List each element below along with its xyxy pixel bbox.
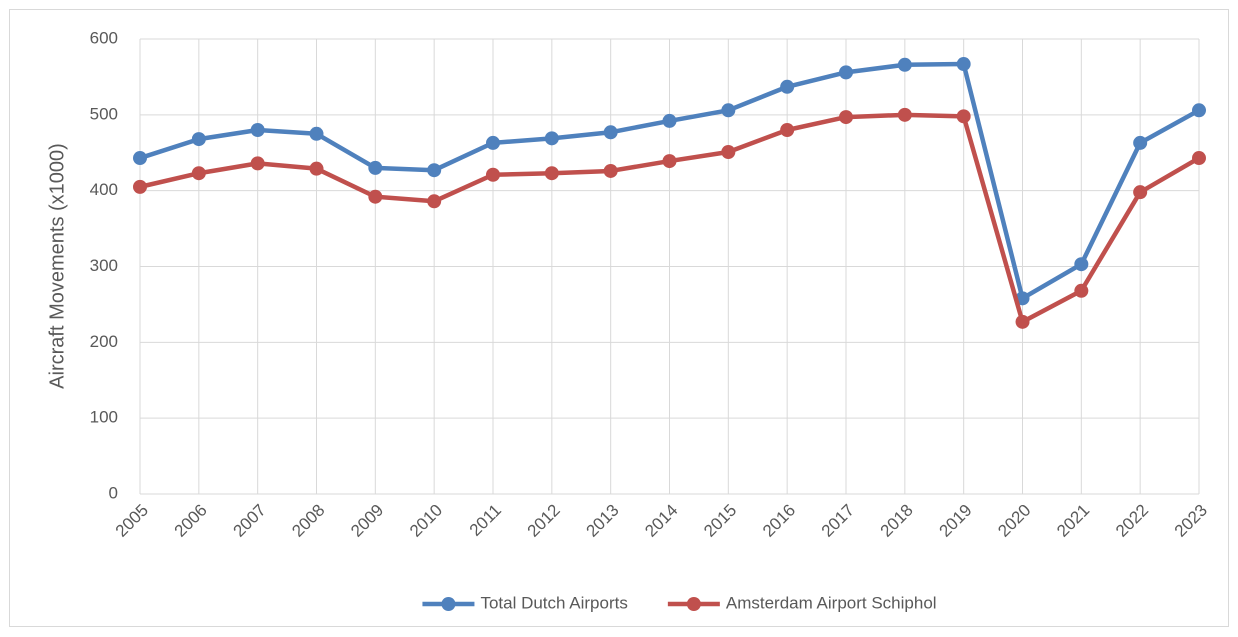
data-point (133, 151, 147, 166)
data-point (544, 166, 559, 181)
data-point (956, 57, 971, 72)
data-point (486, 135, 500, 150)
data-point (309, 126, 324, 141)
data-point (368, 160, 383, 175)
data-point (368, 189, 383, 204)
data-point (544, 131, 559, 146)
data-point (897, 107, 912, 122)
data-point (721, 103, 736, 118)
data-point (1133, 185, 1148, 200)
data-point (1192, 103, 1206, 118)
data-point (427, 163, 442, 178)
y-tick-label: 100 (90, 408, 118, 427)
data-point (309, 161, 324, 176)
data-point (839, 110, 853, 125)
data-point (250, 123, 265, 137)
data-point (1015, 314, 1030, 329)
data-point (191, 132, 206, 147)
legend-label: Total Dutch Airports (480, 593, 627, 612)
data-point (486, 167, 500, 182)
data-point (956, 109, 971, 124)
legend-marker (441, 597, 456, 611)
legend-marker (686, 597, 701, 611)
data-point (662, 113, 677, 128)
y-tick-label: 600 (90, 28, 118, 47)
data-point (1074, 257, 1089, 272)
data-point (133, 179, 147, 194)
data-point (250, 156, 265, 171)
data-point (603, 125, 618, 140)
data-point (191, 166, 206, 181)
data-point (1074, 283, 1089, 298)
y-tick-label: 0 (109, 483, 118, 502)
data-point (839, 65, 853, 80)
y-axis-title: Aircraft Movements (x1000) (46, 143, 68, 389)
data-point (780, 79, 795, 94)
data-point (1192, 151, 1206, 166)
data-point (662, 154, 677, 169)
data-point (780, 123, 795, 137)
y-tick-label: 200 (90, 332, 118, 351)
data-point (897, 57, 912, 72)
y-tick-label: 400 (90, 180, 118, 199)
data-point (427, 194, 442, 209)
legend-label: Amsterdam Airport Schiphol (726, 593, 937, 612)
y-tick-label: 300 (90, 256, 118, 275)
data-point (603, 163, 618, 178)
data-point (721, 144, 736, 159)
chart-border (9, 9, 1229, 627)
legend: Total Dutch Airports Amsterdam Airport Sc… (422, 593, 937, 612)
data-point (1133, 135, 1148, 150)
y-tick-label: 500 (90, 104, 118, 123)
